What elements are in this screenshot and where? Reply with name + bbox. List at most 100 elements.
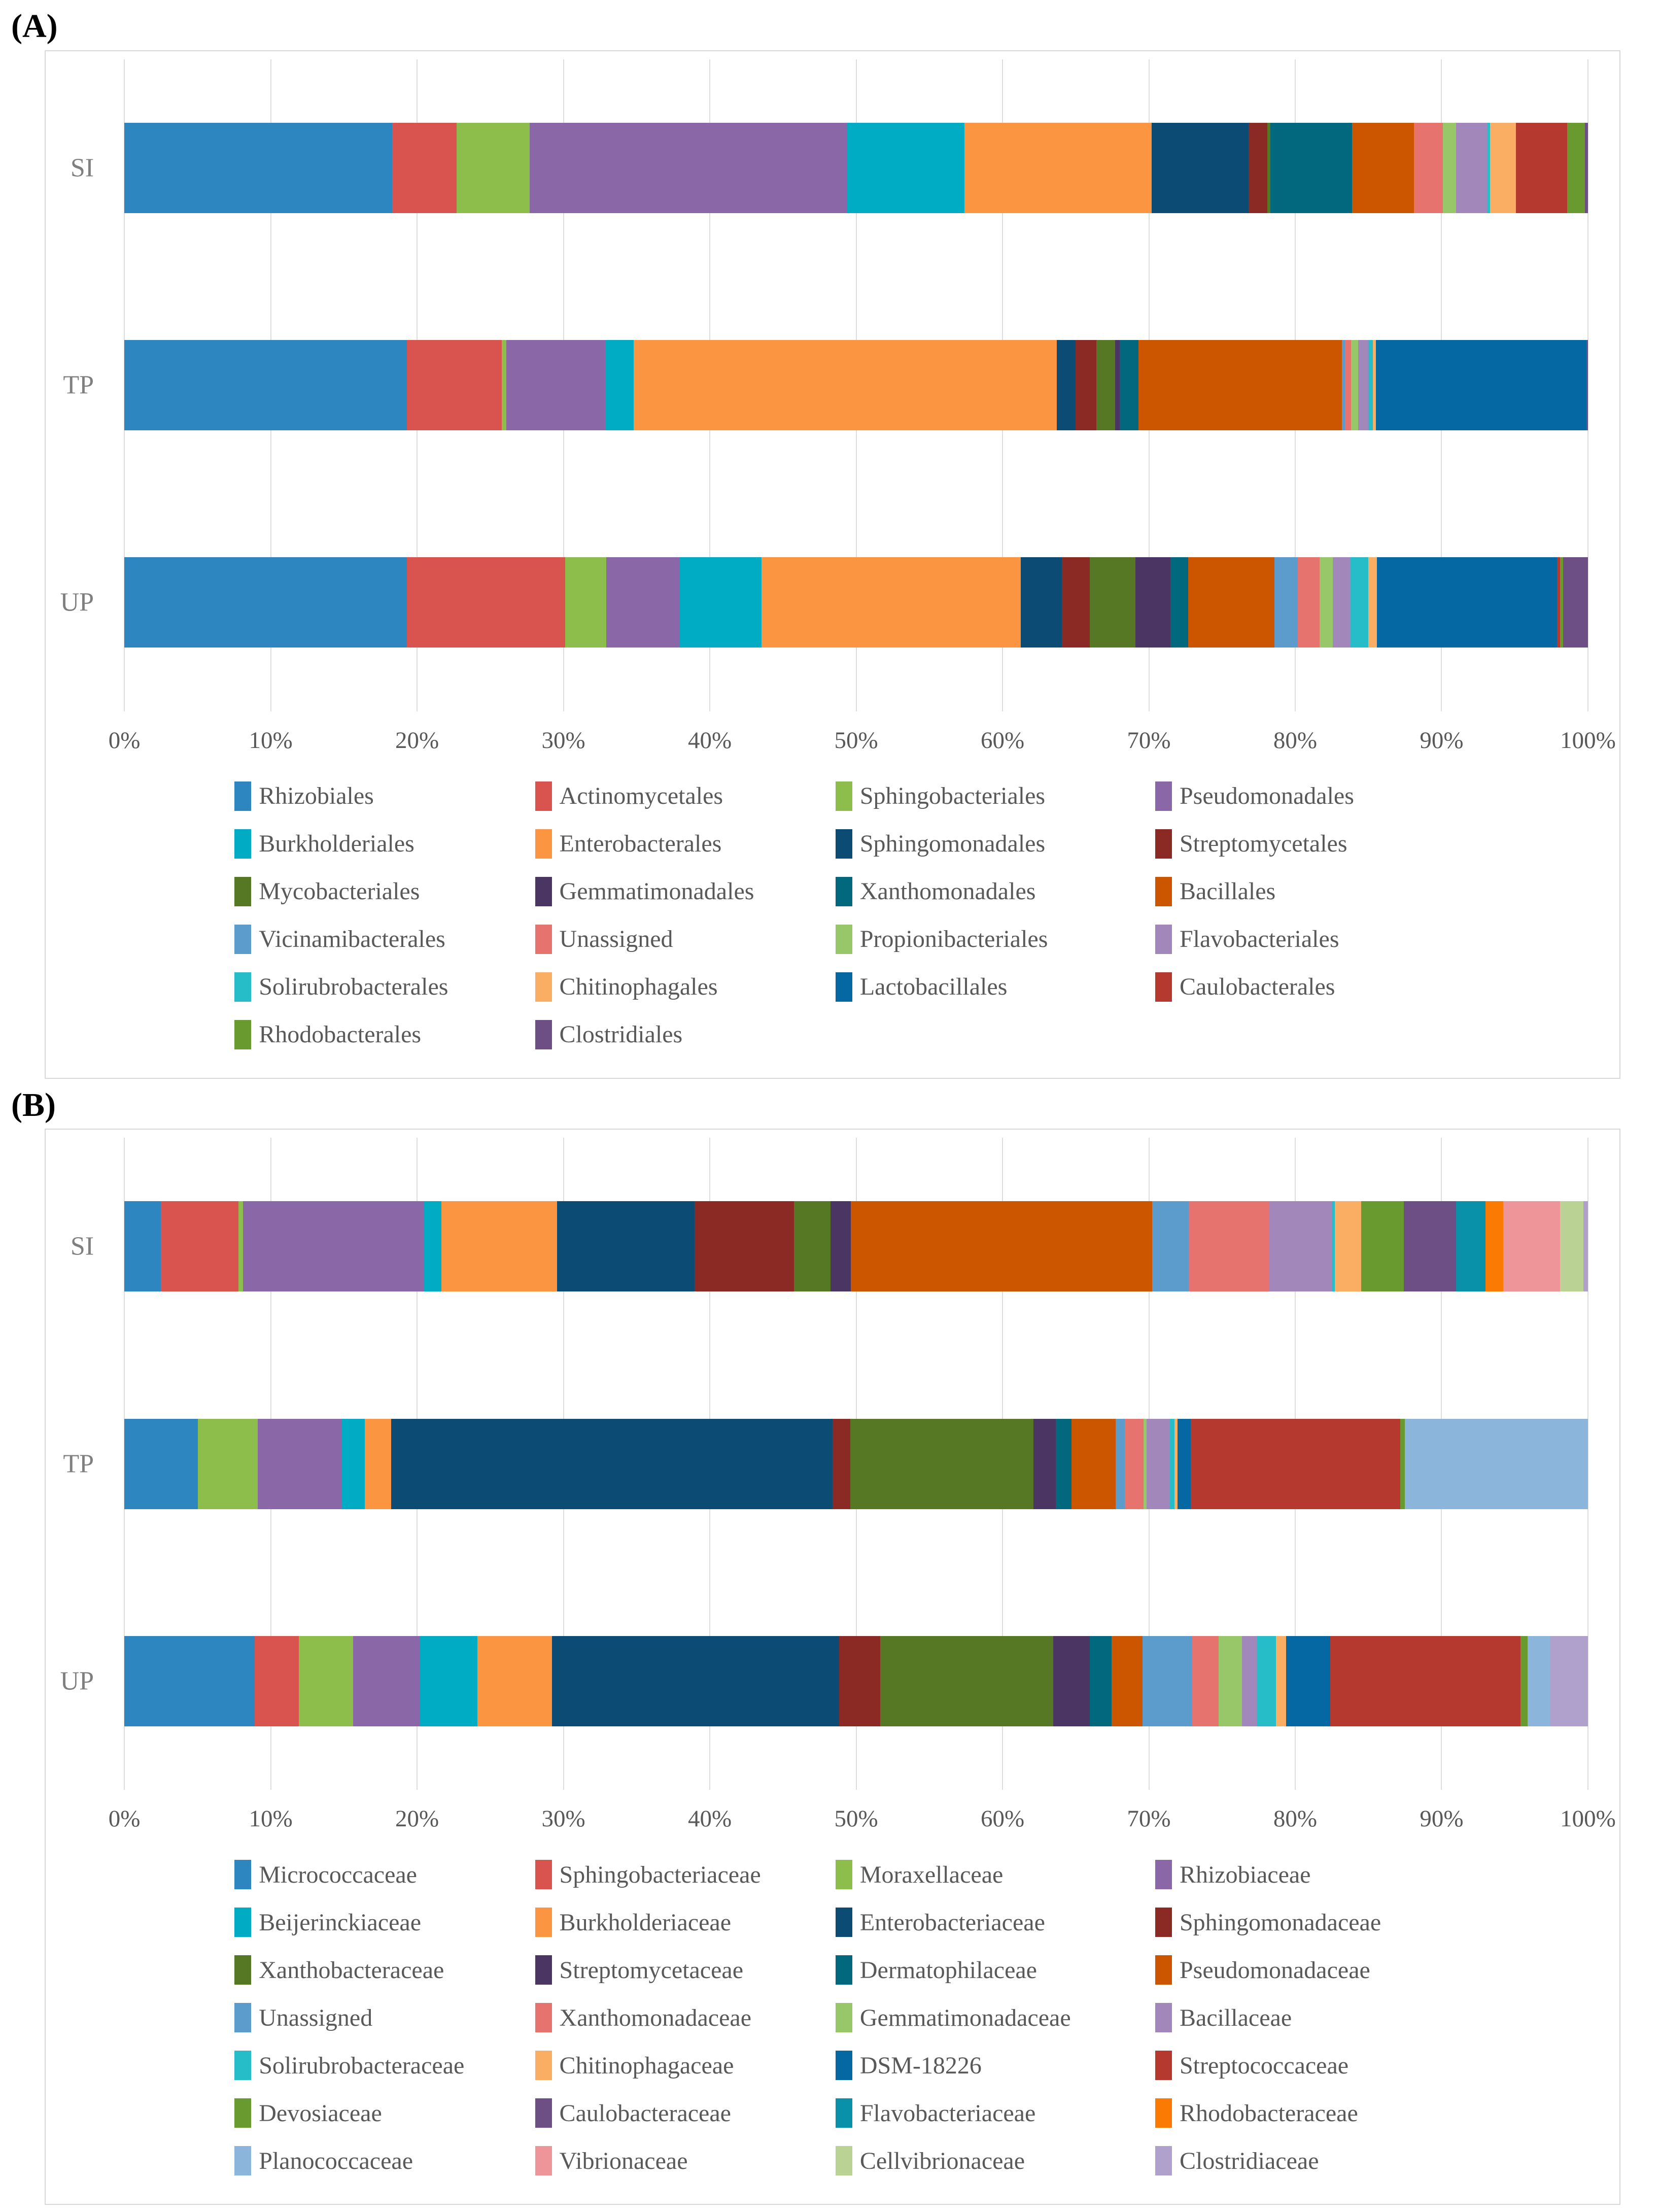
legend-swatch [535,1908,552,1937]
bar-segment [1583,1201,1588,1292]
legend-item: Vibrionaceae [535,2146,834,2176]
legend-item: Bacillales [1155,876,1604,906]
bar-segment [1269,1201,1332,1292]
legend-label: Flavobacteriaceae [859,2099,1036,2127]
panel-b: SI TP UP 0% 10% 20% 30% 40% 50% 60% 70% 80% 90% 100%… [45,1129,1620,2205]
bar-segment [847,122,964,213]
bar-segment [880,1636,1053,1726]
legend-item: Pseudomonadaceae [1155,1955,1604,1985]
x-axis-a: 0% 10% 20% 30% 40% 50% 60% 70% 80% 90% 100% [109,711,1616,767]
legend-item: Chitinophagaceae [535,2051,834,2081]
legend-label: Vibrionaceae [559,2147,688,2174]
bar-segment [124,1418,198,1509]
bar-segment [255,1636,299,1726]
legend-item: Gemmatimonadaceae [835,2003,1153,2033]
bar-segment [1560,557,1563,648]
bar-segment [1124,1418,1144,1509]
bar-segment [391,1418,833,1509]
gridline [1587,59,1588,711]
bar-segment [1021,557,1062,648]
legend-swatch [1155,1908,1172,1937]
axis-tick-label: 30% [541,1806,585,1832]
legend-swatch [1155,2051,1172,2081]
bar-segment [1361,1201,1404,1292]
axis-tick-label: 20% [395,1806,439,1832]
legend-label: Rhizobiaceae [1179,1861,1311,1888]
bar-segment [1456,122,1487,213]
bar-segment [1267,122,1270,213]
axis-tick-label: 70% [1127,727,1171,754]
legend-item: Micrococcaceae [234,1860,533,1890]
bar-segment [1189,1201,1269,1292]
legend-item: Xanthobacteraceae [234,1955,533,1985]
bar-segment [1563,557,1588,648]
legend-swatch [535,1860,552,1890]
legend-item: DSM-18226 [835,2051,1153,2081]
legend-item: Cellvibrionaceae [835,2146,1153,2176]
bar-segment [1486,122,1490,213]
legend-label: Clostridiaceae [1179,2147,1319,2174]
bar-segment [1443,122,1457,213]
legend-label: Xanthomonadales [859,878,1036,905]
bar-segment [1330,1636,1520,1726]
legend-item: Sphingobacteriales [835,781,1153,811]
legend-label: Streptomycetaceae [559,1956,744,1984]
bar-segment [1557,557,1560,648]
bar-segment [1400,1418,1405,1509]
bar-segment [1351,557,1368,648]
axis-tick-label: 20% [395,727,439,754]
bar-segment [502,340,507,431]
bar-segment [1375,340,1586,431]
bar-segment [1332,1201,1335,1292]
legend-label: Rhizobiales [259,782,374,809]
bar-segment [1490,122,1516,213]
legend-item: Enterobacteriaceae [835,1908,1153,1937]
bar-segment [1242,1636,1257,1726]
legend-item: Streptomycetales [1155,829,1604,859]
bar-segment [679,557,762,648]
legend-item: Enterobacterales [535,829,834,859]
legend-label: Beijerinckiaceae [259,1909,422,1936]
legend-swatch [535,1019,552,1049]
bar-segment [1119,340,1139,431]
legend-label: Burkholderiales [259,830,414,857]
bar-segment [1368,340,1373,431]
legend-item: Mycobacteriales [234,876,533,906]
bar-row: TP [63,277,1588,494]
bar-segment [1174,1418,1178,1509]
stacked-bar [124,122,1588,213]
bar-segment [964,122,1152,213]
legend-label: Bacillales [1179,878,1276,905]
bar-segment [1585,122,1588,213]
legend-item: Propionibacteriales [835,924,1153,954]
axis-tick-label: 0% [108,1806,141,1832]
legend-label: Streptococcaceae [1179,2052,1349,2079]
legend-swatch [835,924,852,954]
legend-label: Unassigned [259,2004,373,2031]
legend-item: Vicinamibacterales [234,924,533,954]
legend-label: Bacillaceae [1179,2004,1292,2031]
legend-swatch [234,924,252,954]
legend-label: DSM-18226 [859,2052,982,2079]
bar-segment [1333,557,1351,648]
legend-item: Clostridiales [535,1019,834,1049]
legend-label: Sphingobacteriales [859,782,1046,809]
legend-swatch [535,829,552,859]
bar-segment [831,1201,851,1292]
bar-segment [1485,1201,1503,1292]
legend-swatch [835,972,852,1002]
legend-swatch [234,2003,252,2033]
axis-tick-label: 90% [1420,1806,1464,1832]
legend-swatch [1155,2003,1172,2033]
legend-swatch [535,2051,552,2081]
bar-segment [565,557,607,648]
legend-label: Propionibacteriales [859,926,1048,952]
panel-b-label: (B) [11,1086,56,1124]
legend-item: Unassigned [234,2003,533,2033]
bar-segment [1275,1636,1286,1726]
legend-b: Micrococcaceae Sphingobacteriaceae Moraxel… [234,1860,1604,2176]
bar-segment [1071,1418,1116,1509]
legend-item: Caulobacterales [1155,972,1604,1002]
legend-item: Pseudomonadales [1155,781,1604,811]
bar-segment [1344,340,1351,431]
